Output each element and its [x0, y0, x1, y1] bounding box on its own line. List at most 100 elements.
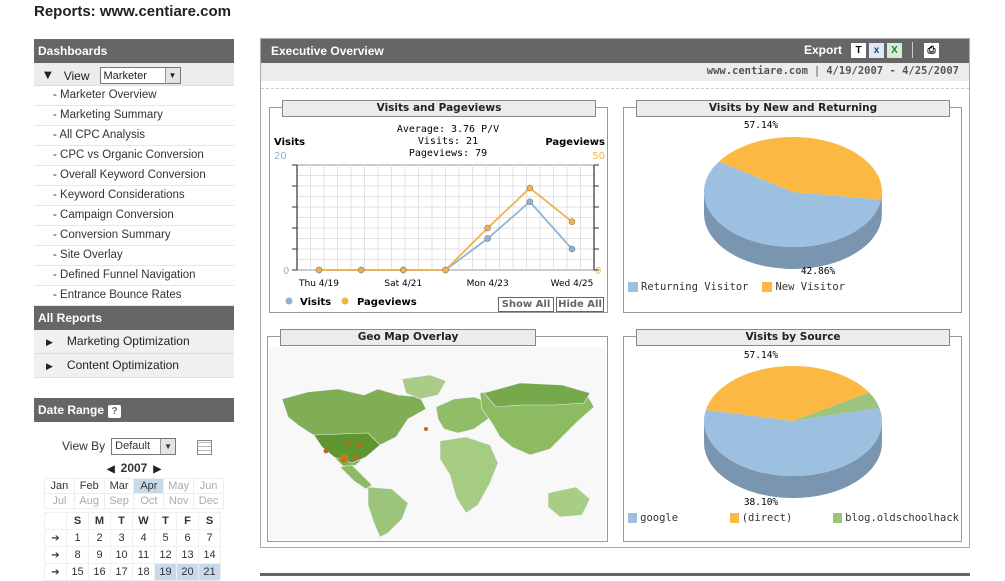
- month-cell[interactable]: Feb: [73, 478, 105, 494]
- visits-pageviews-widget: Visits and Pageviews Average: 3.76 P/V V…: [269, 100, 608, 313]
- expand-triangle-icon[interactable]: ▶: [46, 361, 53, 371]
- collapse-triangle-icon[interactable]: ▼: [44, 70, 52, 81]
- show-all-button[interactable]: Show All: [498, 297, 554, 312]
- x-tick-label: Mon 4/23: [467, 279, 509, 289]
- dashboard-link[interactable]: - Marketing Summary: [34, 106, 234, 126]
- dashboard-link[interactable]: - All CPC Analysis: [34, 126, 234, 146]
- day-cell[interactable]: 11: [132, 546, 155, 564]
- location-marker[interactable]: [345, 440, 351, 446]
- weekday-header: T: [154, 512, 177, 530]
- location-marker[interactable]: [424, 427, 428, 431]
- weekday-header: W: [132, 512, 155, 530]
- north-america-region[interactable]: [281, 388, 427, 468]
- europe-region[interactable]: [435, 396, 491, 434]
- day-cell[interactable]: 5: [154, 529, 177, 547]
- toolbar-divider: [912, 42, 913, 58]
- day-cell[interactable]: 1: [66, 529, 89, 547]
- export-xml-icon[interactable]: x: [869, 42, 884, 58]
- export-excel-icon[interactable]: X: [887, 42, 902, 58]
- dashboard-link[interactable]: - Entrance Bounce Rates: [34, 286, 234, 306]
- usa-region[interactable]: [313, 432, 381, 464]
- select-week-arrow-icon[interactable]: ➔: [44, 546, 67, 564]
- hide-all-button[interactable]: Hide All: [556, 297, 604, 312]
- day-cell[interactable]: 4: [132, 529, 155, 547]
- location-marker[interactable]: [353, 454, 359, 460]
- select-week-arrow-icon[interactable]: ➔: [44, 529, 67, 547]
- day-cell[interactable]: 15: [66, 563, 89, 581]
- russia-region[interactable]: [483, 382, 591, 408]
- day-cell[interactable]: 10: [110, 546, 133, 564]
- view-by-select[interactable]: Default ▼: [111, 437, 177, 455]
- expand-triangle-icon[interactable]: ▶: [46, 337, 53, 347]
- month-cell[interactable]: Jul: [44, 493, 75, 509]
- prev-year-icon[interactable]: ◀: [106, 464, 115, 475]
- world-map[interactable]: [268, 337, 607, 541]
- month-cell[interactable]: Apr: [133, 478, 165, 494]
- chevron-down-icon[interactable]: ▼: [164, 68, 180, 83]
- day-cell[interactable]: 12: [154, 546, 177, 564]
- pie-slice[interactable]: [704, 161, 882, 248]
- calendar-icon[interactable]: [197, 440, 212, 455]
- day-cell[interactable]: 9: [88, 546, 111, 564]
- location-marker[interactable]: [323, 448, 329, 454]
- select-week-arrow-icon[interactable]: ➔: [44, 563, 67, 581]
- month-cell[interactable]: Mar: [103, 478, 135, 494]
- pie-slice[interactable]: [704, 407, 882, 476]
- day-cell[interactable]: 17: [110, 563, 133, 581]
- visits-total-text: Visits: 21: [418, 136, 478, 147]
- export-text-icon[interactable]: T: [851, 42, 866, 58]
- print-icon[interactable]: ⎙: [924, 42, 939, 58]
- africa-region[interactable]: [439, 436, 499, 514]
- month-cell[interactable]: Oct: [133, 493, 165, 509]
- pie-slice[interactable]: [718, 137, 882, 200]
- month-cell[interactable]: Sep: [103, 493, 135, 509]
- legend-swatch: [628, 282, 638, 292]
- month-cell[interactable]: May: [163, 478, 195, 494]
- day-cell[interactable]: 19: [154, 563, 177, 581]
- month-cell[interactable]: Aug: [73, 493, 105, 509]
- weekday-header: S: [66, 512, 89, 530]
- day-cell[interactable]: 6: [176, 529, 199, 547]
- view-by-label: View By: [62, 439, 106, 453]
- visits-by-source-widget: Visits by Source 57.14% 38.10% google (d…: [623, 329, 962, 542]
- day-cell[interactable]: 8: [66, 546, 89, 564]
- dashboard-link[interactable]: - CPC vs Organic Conversion: [34, 146, 234, 166]
- location-marker[interactable]: [357, 442, 363, 448]
- month-cell[interactable]: Jan: [44, 478, 75, 494]
- help-icon[interactable]: ?: [108, 405, 122, 418]
- dashboard-link[interactable]: - Conversion Summary: [34, 226, 234, 246]
- pageviews-data-point: [400, 266, 407, 274]
- dashboard-link[interactable]: - Campaign Conversion: [34, 206, 234, 226]
- view-select[interactable]: Marketer ▼: [99, 67, 181, 84]
- location-marker[interactable]: [339, 454, 349, 464]
- greenland-region[interactable]: [401, 374, 447, 400]
- report-category[interactable]: ▶ Content Optimization: [34, 354, 234, 378]
- day-cell[interactable]: 7: [198, 529, 221, 547]
- day-cell[interactable]: 2: [88, 529, 111, 547]
- month-cell[interactable]: Dec: [193, 493, 224, 509]
- month-cell[interactable]: Jun: [193, 478, 224, 494]
- pie-slice[interactable]: [793, 392, 880, 421]
- day-cell[interactable]: 20: [176, 563, 199, 581]
- day-cell[interactable]: 16: [88, 563, 111, 581]
- dashboard-link[interactable]: - Overall Keyword Conversion: [34, 166, 234, 186]
- chevron-down-icon[interactable]: ▼: [160, 438, 176, 454]
- export-label: Export: [803, 43, 842, 57]
- dashboard-link[interactable]: - Keyword Considerations: [34, 186, 234, 206]
- month-cell[interactable]: Nov: [163, 493, 195, 509]
- report-category[interactable]: ▶ Marketing Optimization: [34, 330, 234, 354]
- day-cell[interactable]: 14: [198, 546, 221, 564]
- day-cell[interactable]: 18: [132, 563, 155, 581]
- central-america-region[interactable]: [339, 464, 373, 490]
- day-cell[interactable]: 3: [110, 529, 133, 547]
- south-america-region[interactable]: [367, 486, 409, 538]
- dashboard-link[interactable]: - Site Overlay: [34, 246, 234, 266]
- next-year-icon[interactable]: ▶: [153, 464, 162, 475]
- site-name: www.centiare.com: [706, 65, 808, 77]
- australia-region[interactable]: [547, 486, 591, 518]
- dashboard-link[interactable]: - Defined Funnel Navigation: [34, 266, 234, 286]
- pie-slice[interactable]: [705, 366, 870, 421]
- day-cell[interactable]: 13: [176, 546, 199, 564]
- day-cell[interactable]: 21: [198, 563, 221, 581]
- dashboard-link[interactable]: - Marketer Overview: [34, 86, 234, 106]
